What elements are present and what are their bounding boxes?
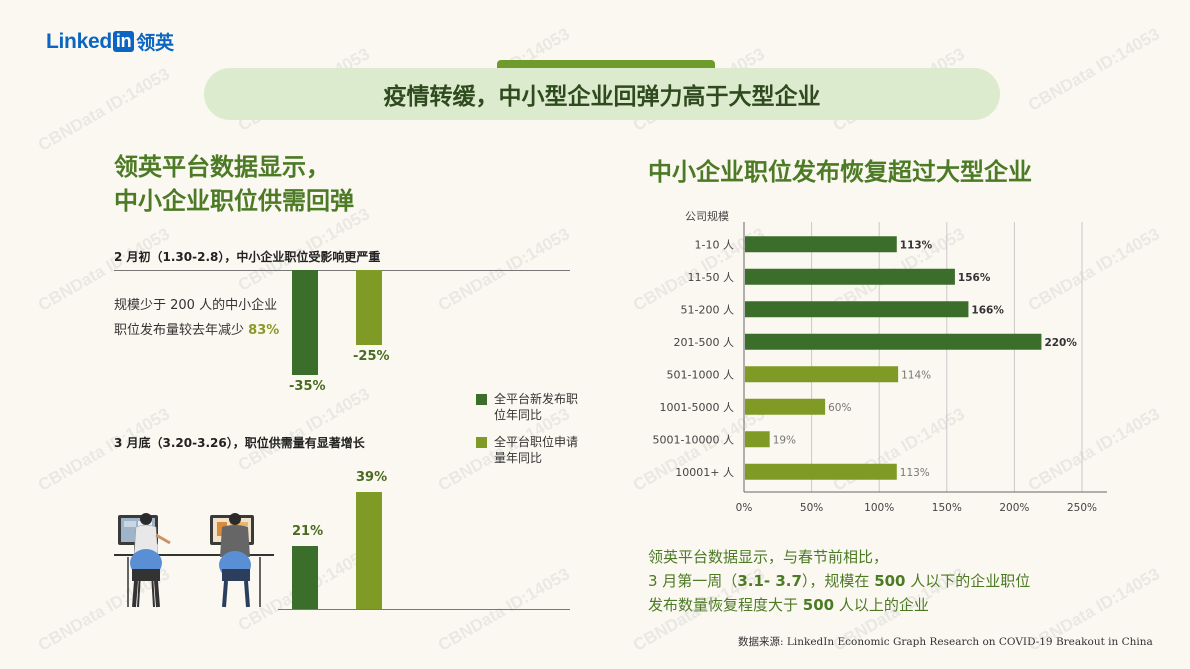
x-tick-label: 0% — [736, 502, 753, 514]
footer-line3-threshold: 500 — [802, 596, 835, 614]
section2-title: 3 月底（3.20-3.26），职位供需量有显著增长 — [114, 436, 365, 450]
office-workers-illustration — [114, 513, 274, 608]
value-label: 166% — [971, 304, 1004, 316]
bar-mar-applications — [356, 492, 382, 609]
footer-line2-part-a: 3 月第一周（ — [648, 572, 738, 590]
linkedin-logo: Linked in 领英 — [46, 28, 174, 55]
data-source-note: 数据来源: LinkedIn Economic Graph Research o… — [738, 636, 1153, 648]
bar-feb-applications — [356, 270, 382, 345]
stat-text: 规模少于 200 人的中小企业职位发布量较去年减少 — [114, 298, 278, 338]
watermark-text: CBNData ID:14053 — [34, 64, 173, 155]
category-label: 11-50 人 — [688, 271, 734, 284]
category-label: 1-10 人 — [695, 238, 734, 251]
right-heading: 中小企业职位发布恢复超过大型企业 — [648, 158, 1032, 186]
company-size-bar-chart: 公司规模 0% 50% 100% 150% 200% 250% 1-10 人 113% 11-5… — [653, 209, 1107, 514]
logo-in-badge: in — [112, 31, 135, 52]
banner-tab-decoration — [497, 60, 715, 70]
left-heading-line1: 领英平台数据显示， — [114, 153, 330, 181]
category-label: 10001+ 人 — [675, 466, 734, 479]
watermark-text: CBNData ID:14053 — [434, 564, 573, 655]
left-heading-line2: 中小企业职位供需回弹 — [114, 187, 354, 215]
label-feb-new-postings: -35% — [289, 379, 326, 394]
bar — [745, 301, 969, 318]
label-mar-new-postings: 21% — [292, 524, 324, 539]
footer-line1: 领英平台数据显示，与春节前相比， — [648, 548, 889, 566]
footer-line3-part-a: 发布数量恢复程度大于 — [648, 596, 803, 614]
value-label: 113% — [900, 467, 930, 479]
legend-label-new-postings: 全平台新发布职位年同比 — [494, 392, 579, 422]
x-tick-label: 100% — [864, 502, 894, 514]
value-label: 19% — [773, 434, 796, 446]
label-mar-applications: 39% — [356, 470, 388, 485]
x-tick-label: 50% — [800, 502, 823, 514]
x-tick-label: 150% — [932, 502, 962, 514]
watermark-text: CBNData ID:14053 — [234, 384, 373, 475]
footer-line2-part-e: 人以下的企业职位 — [905, 572, 1031, 590]
y-axis-title: 公司规模 — [685, 209, 729, 223]
value-label: 220% — [1044, 337, 1077, 349]
bar — [745, 398, 826, 415]
stat-note: 规模少于 200 人的中小企业职位发布量较去年减少 83% — [114, 293, 284, 343]
footer-line2-threshold: 500 — [874, 572, 906, 590]
category-label: 501-1000 人 — [667, 368, 734, 381]
footer-line3-part-c: 人以上的企业 — [834, 596, 929, 614]
section2-baseline — [278, 609, 570, 610]
page-title-banner: 疫情转缓，中小型企业回弹力高于大型企业 — [204, 68, 1000, 120]
bar — [745, 333, 1042, 350]
bar — [745, 366, 899, 383]
value-label: 114% — [901, 369, 931, 381]
bar-mar-new-postings — [292, 546, 318, 609]
value-label: 156% — [958, 272, 991, 284]
footer-line2-date-range: 3.1- 3.7 — [737, 572, 802, 590]
category-label: 1001-5000 人 — [660, 401, 734, 414]
logo-cn-text: 领英 — [136, 32, 174, 54]
legend-swatch-new-postings — [476, 394, 487, 405]
x-tick-label: 200% — [999, 502, 1029, 514]
section1-title: 2 月初（1.30-2.8），中小企业职位受影响更严重 — [114, 250, 381, 264]
bar — [745, 268, 955, 285]
category-label: 5001-10000 人 — [653, 433, 734, 446]
label-feb-applications: -25% — [353, 349, 390, 364]
footer-line3: 发布数量恢复程度大于 500 人以上的企业 — [648, 594, 929, 615]
footer-line2: 3 月第一周（3.1- 3.7），规模在 500 人以下的企业职位 — [648, 570, 1030, 591]
section1-divider — [114, 270, 570, 271]
category-label: 51-200 人 — [681, 303, 734, 316]
stat-value: 83% — [248, 323, 280, 338]
footer-line2-part-c: ），规模在 — [801, 572, 875, 590]
value-label: 113% — [900, 239, 933, 251]
legend-swatch-applications — [476, 437, 487, 448]
bar — [745, 431, 770, 448]
bar — [745, 463, 897, 480]
bar — [745, 236, 897, 253]
logo-text: Linked — [46, 29, 112, 53]
watermark-text: CBNData ID:14053 — [1024, 24, 1163, 115]
legend-label-applications: 全平台职位申请量年同比 — [494, 435, 579, 465]
category-label: 201-500 人 — [674, 336, 734, 349]
value-label: 60% — [828, 402, 851, 414]
x-tick-label: 250% — [1067, 502, 1097, 514]
bar-feb-new-postings — [292, 270, 318, 375]
